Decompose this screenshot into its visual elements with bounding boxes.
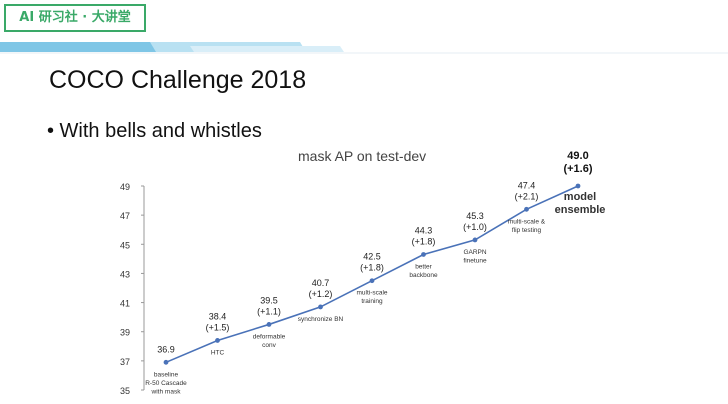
- y-tick-label: 49: [120, 182, 130, 192]
- y-tick-label: 39: [120, 328, 130, 338]
- data-value-label: 42.5 (+1.8): [360, 252, 384, 273]
- data-value-label: 40.7 (+1.2): [309, 278, 333, 299]
- data-point: [472, 237, 478, 243]
- data-value-label: 39.5 (+1.1): [257, 295, 281, 316]
- data-point-label: synchronize BN: [298, 316, 344, 323]
- y-tick-label: 41: [120, 299, 130, 309]
- data-point: [575, 183, 581, 189]
- data-point-label: deformable conv: [253, 333, 286, 349]
- data-point-label: model ensemble: [555, 191, 606, 216]
- y-tick-label: 35: [120, 386, 130, 396]
- data-point-label: better backbone: [409, 263, 438, 279]
- series-line: [165, 185, 579, 364]
- y-tick-label: 47: [120, 211, 130, 221]
- data-point-label: multi-scale training: [356, 290, 387, 306]
- data-point: [369, 278, 375, 284]
- y-tick-label: 43: [120, 269, 130, 279]
- data-value-label: 44.3 (+1.8): [412, 225, 436, 246]
- data-point: [215, 338, 220, 343]
- data-value-label: 38.4 (+1.5): [206, 311, 230, 332]
- data-value-label: 49.0 (+1.6): [563, 150, 592, 175]
- y-tick-label: 37: [120, 357, 130, 367]
- y-tick-label: 45: [120, 240, 130, 250]
- slide-bullet: • With bells and whistles: [47, 120, 262, 142]
- data-point-label: GARPN finetune: [463, 249, 487, 265]
- data-point-label: baseline R-50 Cascade with mask: [145, 371, 187, 395]
- chart-title: mask AP on test-dev: [298, 148, 427, 164]
- data-point: [266, 322, 272, 327]
- data-point: [163, 359, 169, 365]
- data-point-label: HTC: [211, 349, 225, 356]
- header-stripes: [0, 42, 728, 54]
- data-value-label: 47.4 (+2.1): [515, 180, 539, 201]
- data-point: [524, 206, 529, 212]
- data-point: [421, 252, 426, 257]
- data-value-label: 45.3 (+1.0): [463, 211, 487, 232]
- data-point-label: multi-scale & flip testing: [508, 218, 546, 234]
- data-value-label: 36.9: [157, 344, 175, 354]
- data-point: [318, 304, 323, 310]
- slide-title: COCO Challenge 2018: [49, 66, 307, 94]
- brand-logo: AI 研习社 · 大讲堂: [4, 4, 146, 32]
